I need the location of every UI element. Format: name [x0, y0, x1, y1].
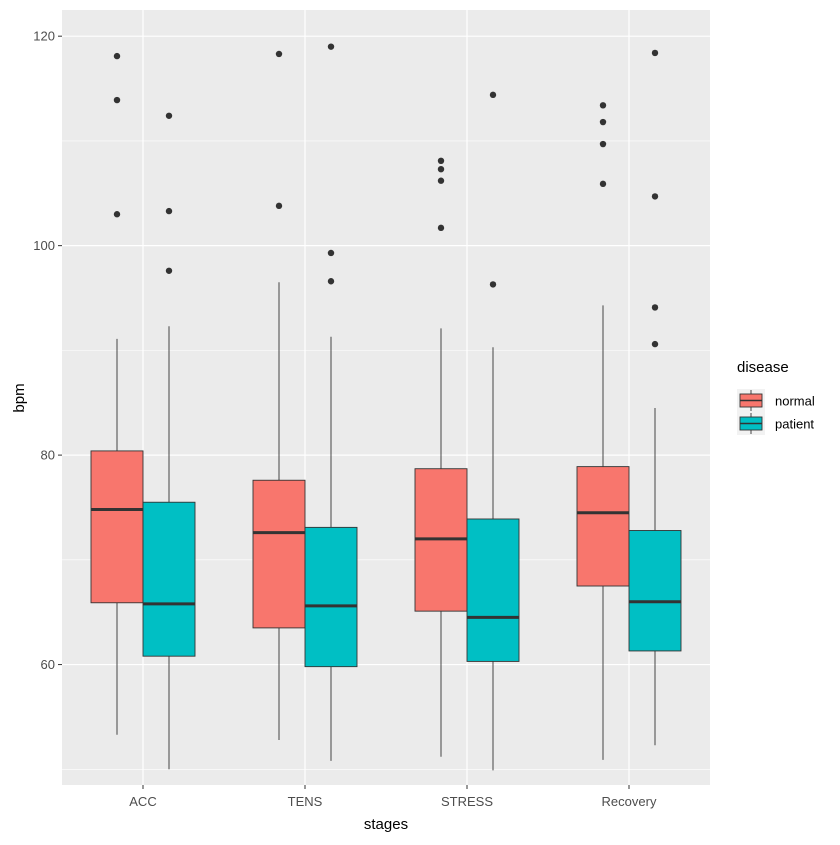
legend: disease normal patient	[737, 359, 815, 435]
legend-title: disease	[737, 359, 789, 376]
outlier-point	[489, 91, 497, 99]
box-normal-TENS	[252, 50, 306, 740]
box-patient-STRESS	[466, 91, 520, 771]
outlier-point	[327, 43, 335, 50]
legend-label: patient	[775, 417, 814, 432]
box-body	[628, 530, 682, 652]
outlier-point	[599, 118, 607, 126]
outlier-point	[599, 180, 607, 188]
outlier-point	[327, 278, 335, 285]
legend-entry-patient: patient	[737, 412, 814, 435]
outlier-point	[437, 177, 445, 184]
x-axis-title: stages	[364, 816, 408, 833]
outlier-point	[437, 157, 445, 165]
y-axis: 60 80 100 120	[33, 29, 62, 672]
box-normal-STRESS	[414, 157, 468, 757]
box-body	[90, 450, 144, 604]
outlier-point	[651, 49, 659, 57]
box-body	[142, 501, 196, 657]
x-axis: ACC TENS STRESS Recovery	[129, 785, 657, 809]
box-patient-Recovery	[628, 49, 682, 746]
outlier-point	[275, 50, 283, 58]
y-tick-label: 80	[41, 448, 55, 463]
y-axis-title: bpm	[11, 383, 28, 412]
outlier-point	[437, 165, 445, 173]
outlier-point	[437, 224, 445, 232]
y-tick-label: 100	[33, 238, 55, 253]
box-normal-Recovery	[576, 102, 630, 760]
outlier-point	[113, 52, 121, 60]
outlier-point	[165, 267, 173, 274]
outlier-point	[165, 207, 173, 215]
outlier-point	[599, 102, 607, 109]
box-body	[252, 479, 306, 629]
box-layer	[90, 43, 682, 771]
outlier-point	[599, 140, 607, 148]
box-patient-ACC	[142, 112, 196, 770]
y-tick-label: 60	[41, 657, 55, 672]
x-tick-label: STRESS	[441, 794, 493, 809]
outlier-point	[327, 249, 335, 257]
box-body	[576, 466, 630, 587]
plot-panel	[62, 10, 710, 785]
outlier-point	[113, 211, 121, 218]
x-tick-label: Recovery	[602, 794, 657, 809]
outlier-point	[165, 112, 173, 119]
legend-entries: normal patient	[737, 389, 815, 435]
x-tick-label: TENS	[288, 794, 323, 809]
outlier-point	[651, 304, 659, 311]
outlier-point	[113, 96, 121, 104]
outlier-point	[651, 340, 659, 348]
legend-label: normal	[775, 394, 815, 409]
x-tick-label: ACC	[129, 794, 156, 809]
y-tick-label: 120	[33, 29, 55, 44]
outlier-point	[651, 193, 659, 200]
outlier-point	[489, 281, 497, 288]
legend-entry-normal: normal	[737, 389, 815, 412]
box-patient-TENS	[304, 43, 358, 761]
box-body	[304, 526, 358, 668]
box-body	[466, 518, 520, 662]
outlier-point	[275, 202, 283, 210]
